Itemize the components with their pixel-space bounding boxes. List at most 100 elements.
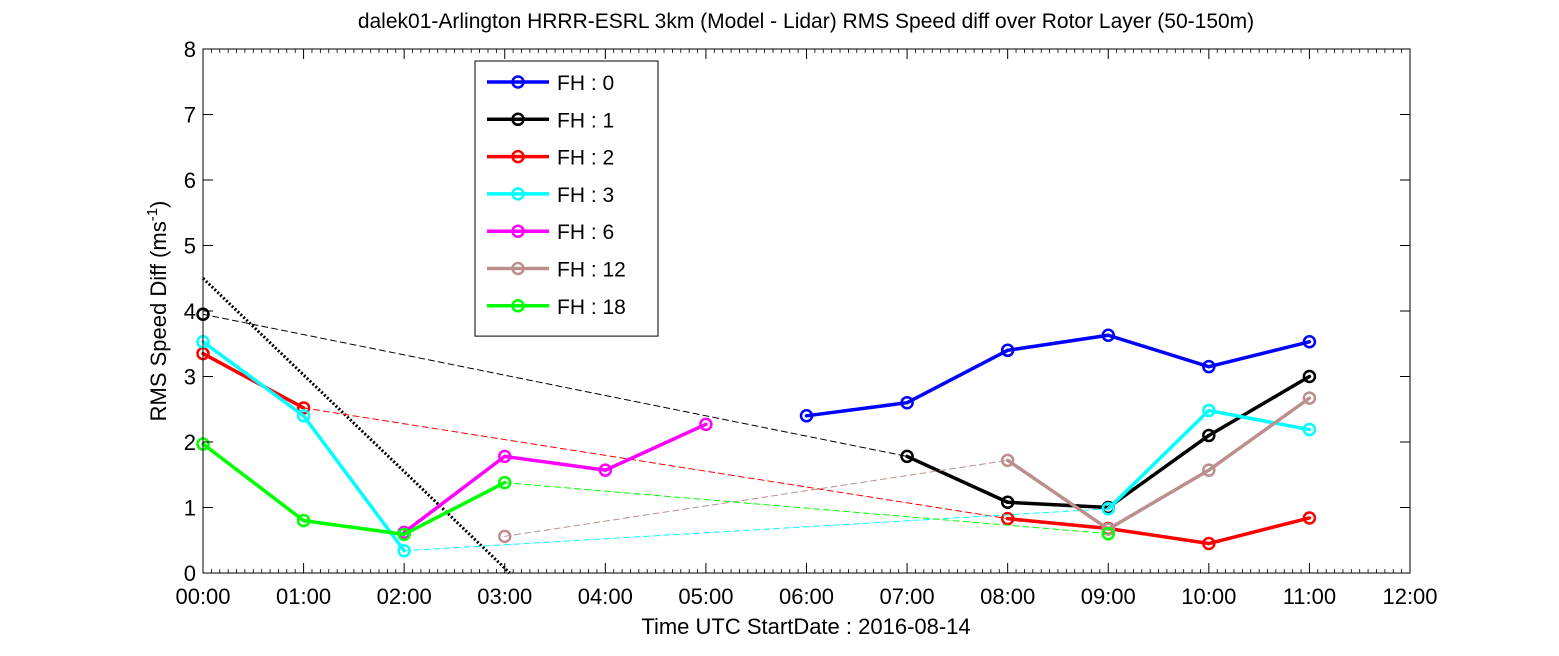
series-line — [1207, 516, 1312, 546]
series-line — [201, 442, 306, 523]
series-line — [905, 348, 1010, 405]
series-line — [201, 340, 306, 418]
data-point — [1101, 522, 1115, 536]
data-point — [598, 463, 613, 477]
legend-swatch-marker — [511, 187, 525, 201]
y-tick-label: 4 — [184, 299, 196, 324]
legend-swatch-marker — [511, 261, 525, 276]
data-point — [799, 409, 814, 423]
trend-line — [201, 277, 511, 575]
legend-entry-fh-6: FH : 6 — [487, 221, 614, 244]
data-point — [1101, 526, 1115, 541]
legend: FH : 0 FH : 1 FH : 2 FH : 3 FH : 6 FH : 12 FH … — [474, 60, 659, 337]
data-point — [1000, 343, 1015, 358]
data-point — [296, 409, 311, 423]
x-tick-label: 01:00 — [276, 584, 331, 609]
legend-swatch-marker — [511, 299, 525, 313]
axes-box — [202, 48, 1411, 574]
series-line — [301, 518, 406, 537]
data-point — [1000, 511, 1015, 526]
data-point — [397, 543, 411, 558]
data-point — [1302, 422, 1317, 437]
series-line — [1106, 468, 1211, 531]
data-point — [1302, 369, 1317, 384]
axes: 00:00 01:00 02:00 03:00 04:00 05:00 06:00 07:00… — [175, 37, 1437, 609]
series-fh-6 — [397, 417, 713, 540]
series-line — [804, 400, 909, 418]
series-gap-line — [403, 508, 1109, 552]
series-line — [1207, 396, 1312, 472]
series-line — [1207, 340, 1312, 369]
data-point — [1101, 328, 1115, 342]
series-line — [1005, 516, 1110, 531]
data-point — [1202, 428, 1216, 443]
legend-label: FH : 3 — [557, 184, 614, 207]
x-tick-label: 11:00 — [1283, 584, 1336, 609]
data-point — [1000, 495, 1015, 510]
x-tick-label: 00:00 — [175, 584, 230, 609]
legend-entry-fh-18: FH : 18 — [487, 296, 626, 319]
series-line — [1005, 500, 1110, 510]
data-point — [1000, 453, 1015, 468]
y-tick-label: 7 — [184, 103, 196, 128]
x-tick-label: 07:00 — [880, 584, 935, 609]
data-point — [498, 475, 512, 490]
data-point — [900, 449, 914, 464]
series-gap-line — [202, 313, 908, 457]
series-line — [603, 422, 708, 472]
series-fh-12 — [498, 391, 1317, 544]
x-tick-label: 12:00 — [1382, 584, 1437, 609]
series-line — [1005, 333, 1110, 353]
x-tick-label: 02:00 — [377, 584, 432, 609]
legend-swatch-marker — [511, 112, 525, 127]
y-tick-label: 0 — [184, 561, 196, 586]
series-line — [1106, 433, 1211, 510]
y-tick-label: 6 — [184, 168, 196, 193]
legend-entry-fh-2: FH : 2 — [487, 147, 614, 170]
series-line — [402, 480, 507, 537]
data-point — [397, 527, 411, 542]
data-point — [1302, 511, 1317, 525]
legend-entry-fh-3: FH : 3 — [487, 184, 614, 207]
legend-swatch-marker — [511, 75, 525, 89]
series-line — [1106, 333, 1211, 369]
series-fh-1 — [196, 307, 1317, 515]
legend-swatch-marker — [511, 224, 525, 238]
series-line — [905, 454, 1010, 505]
y-tick-label: 5 — [184, 234, 196, 259]
x-tick-label: 08:00 — [980, 584, 1035, 609]
series-line — [1005, 458, 1110, 531]
x-axis-label: Time UTC StartDate : 2016-08-14 — [641, 614, 970, 639]
data-point — [900, 395, 914, 410]
legend-label: FH : 2 — [557, 147, 614, 170]
x-tick-label: 06:00 — [779, 584, 834, 609]
x-tick-label: 05:00 — [678, 584, 733, 609]
x-tick-label: 03:00 — [477, 584, 532, 609]
data-point — [1202, 359, 1216, 374]
y-tick-label: 3 — [184, 365, 196, 390]
legend-label: FH : 12 — [557, 259, 626, 282]
chart-title: dalek01-Arlington HRRR-ESRL 3km (Model -… — [358, 10, 1254, 33]
data-point — [1202, 536, 1216, 551]
x-tick-label: 10:00 — [1181, 584, 1236, 609]
series-gap-line — [504, 459, 1009, 537]
x-tick-label: 09:00 — [1081, 584, 1136, 609]
data-point — [1101, 502, 1115, 516]
data-point — [1202, 403, 1216, 418]
plot-area — [196, 277, 1317, 575]
legend-label: FH : 18 — [557, 296, 626, 319]
data-point — [296, 513, 311, 528]
data-point — [699, 417, 713, 432]
x-tick-label: 04:00 — [578, 584, 633, 609]
y-axis-label-text: RMS Speed Diff (ms — [146, 221, 171, 421]
series-fh-2 — [196, 346, 1317, 551]
data-point — [1202, 463, 1216, 477]
series-line — [402, 454, 507, 535]
legend-entry-fh-0: FH : 0 — [487, 72, 614, 95]
data-point — [1302, 335, 1317, 349]
y-tick-label: 2 — [184, 430, 196, 455]
data-point — [498, 529, 512, 544]
legend-entry-fh-12: FH : 12 — [487, 259, 626, 282]
series-gap-line — [303, 407, 1009, 520]
